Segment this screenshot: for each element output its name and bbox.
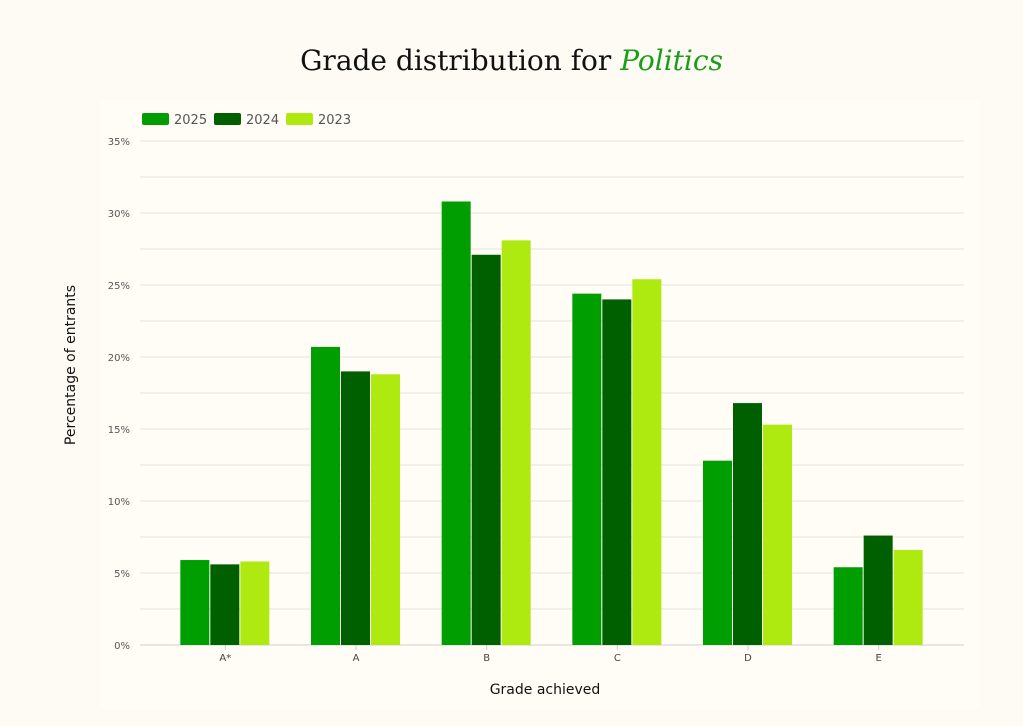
bar-2023-C xyxy=(632,279,662,645)
bar-2024-A* xyxy=(210,564,240,645)
bar-2025-C xyxy=(572,293,602,645)
bar-2024-D xyxy=(733,403,762,645)
legend-label-2023: 2023 xyxy=(318,113,351,128)
y-tick-label: 5% xyxy=(114,569,130,580)
bar-2025-D xyxy=(703,460,732,645)
y-tick-label: 35% xyxy=(108,137,130,148)
y-tick-label: 30% xyxy=(108,209,130,220)
bar-2025-B xyxy=(441,201,471,646)
y-tick-label: 25% xyxy=(108,281,130,292)
legend-label-2025: 2025 xyxy=(174,113,207,128)
y-axis-label: Percentage of entrants xyxy=(63,285,79,445)
legend-label-2024: 2024 xyxy=(246,113,279,128)
title-subject: Politics xyxy=(620,44,723,77)
x-tick-label: C xyxy=(614,653,621,664)
x-tick-label: A* xyxy=(219,653,231,664)
x-tick-label: A xyxy=(353,653,360,664)
bar-2023-D xyxy=(763,424,792,645)
bar-2023-A* xyxy=(240,561,270,645)
y-tick-label: 10% xyxy=(108,497,130,508)
bar-2025-A xyxy=(311,346,340,645)
bar-2024-C xyxy=(602,299,632,645)
legend-swatch-2024 xyxy=(214,113,241,125)
y-tick-label: 15% xyxy=(108,425,130,436)
y-tick-label: 20% xyxy=(108,353,130,364)
bar-2024-E xyxy=(863,535,893,645)
legend-swatch-2025 xyxy=(142,113,169,125)
legend-swatch-2023 xyxy=(286,113,313,125)
chart-title: Grade distribution for Politics xyxy=(0,44,1023,77)
bar-2024-B xyxy=(471,254,501,645)
bar-2023-E xyxy=(893,549,923,645)
bar-2023-B xyxy=(501,240,531,646)
x-tick-label: B xyxy=(483,653,490,664)
title-prefix: Grade distribution for xyxy=(300,44,621,77)
bar-2024-A xyxy=(341,371,370,645)
x-tick-label: E xyxy=(876,653,882,664)
bar-2025-A* xyxy=(180,560,210,645)
bar-2025-E xyxy=(833,567,863,645)
y-tick-label: 0% xyxy=(114,641,130,652)
x-tick-label: D xyxy=(744,653,752,664)
x-axis-label: Grade achieved xyxy=(490,682,601,698)
bar-2023-A xyxy=(371,374,400,645)
